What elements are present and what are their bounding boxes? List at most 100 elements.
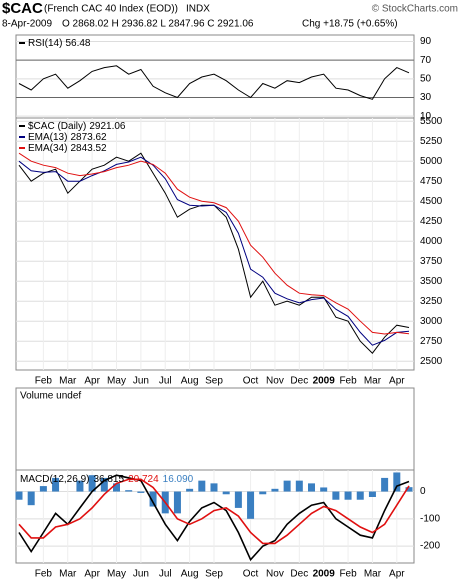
y-tick-label: 3750	[420, 256, 443, 267]
histogram-bar	[76, 480, 84, 492]
y-tick-label: 3250	[420, 296, 443, 307]
x-tick-label: Mar	[364, 376, 382, 387]
histogram-bar	[259, 491, 267, 495]
legend-name: EMA(34)	[28, 143, 67, 154]
change: Chg +18.75 (+0.65%)	[302, 19, 398, 30]
line-series	[18, 65, 410, 100]
x-tick-label: Feb	[35, 569, 53, 580]
histogram-bar	[137, 491, 145, 493]
y-tick-label: 4750	[420, 176, 443, 187]
histogram-bar	[405, 487, 413, 492]
histogram-bar	[344, 491, 352, 500]
legend-entry: RSI(14) 56.48	[28, 38, 91, 49]
legend: MACD(12,26,9) 36.815 20.724 16.090	[20, 474, 194, 485]
x-tick-label: May	[107, 569, 126, 580]
x-tick-label: Nov	[266, 569, 284, 580]
legend-value: 20.724	[128, 474, 159, 485]
legend-value: 56.48	[65, 38, 90, 49]
histogram-bar	[125, 490, 133, 492]
quote: O 2868.02 H 2936.82 L 2847.96 C 2921.06	[62, 19, 254, 30]
x-tick-label: Jul	[159, 376, 172, 387]
y-tick-label: 10	[420, 111, 432, 122]
histogram-bar	[308, 483, 315, 492]
x-tick-label: Dec	[290, 569, 308, 580]
histogram-bar	[113, 483, 120, 492]
x-tick-label: Jul	[159, 569, 172, 580]
x-tick-label: May	[107, 376, 126, 387]
histogram-bar	[149, 491, 157, 507]
y-tick-label: -200	[420, 541, 440, 552]
legend-entry: EMA(34) 2843.52	[28, 143, 107, 154]
histogram-bar	[39, 486, 47, 492]
x-tick-label: Nov	[266, 376, 284, 387]
histogram-bar	[100, 477, 108, 492]
x-tick-label: Apr	[389, 569, 405, 580]
x-tick-label: Dec	[290, 376, 308, 387]
legend-value: 2873.62	[70, 132, 107, 143]
y-tick-label: -100	[420, 513, 440, 524]
x-tick-label: Jun	[133, 376, 149, 387]
histogram-bar	[247, 491, 255, 519]
x-tick-label: Feb	[339, 569, 357, 580]
y-tick-label: 5500	[420, 116, 443, 127]
legend-value: 16.090	[163, 474, 194, 485]
histogram-bar	[283, 480, 291, 492]
histogram-bar	[368, 491, 376, 497]
histogram-bar	[52, 477, 60, 492]
x-tick-label: Oct	[243, 376, 259, 387]
y-tick-label: 30	[420, 92, 432, 103]
histogram-bar	[295, 480, 303, 492]
histogram-bar	[27, 491, 35, 506]
x-tick-label: Apr	[389, 376, 405, 387]
exchange: INDX	[186, 4, 210, 15]
line-series	[18, 156, 410, 346]
panel	[15, 469, 415, 564]
histogram-bar	[210, 483, 218, 492]
x-tick-label: Sep	[205, 569, 223, 580]
panel-title: Volume undef	[20, 391, 81, 402]
y-tick-label: 5000	[420, 156, 443, 167]
histogram-bar	[271, 488, 279, 492]
histogram-bar	[186, 488, 194, 492]
histogram-bar	[393, 472, 401, 492]
line-series	[18, 478, 410, 545]
y-tick-label: 2750	[420, 336, 443, 347]
legend-name: $CAC (Daily)	[28, 121, 86, 132]
x-tick-label: Aug	[181, 376, 199, 387]
legend-title: MACD(12,26,9)	[20, 474, 89, 485]
y-tick-label: 3000	[420, 316, 443, 327]
legend-entry: $CAC (Daily) 2921.06	[28, 121, 126, 132]
x-tick-label: Feb	[35, 376, 53, 387]
symbol: $CAC	[2, 0, 43, 17]
histogram-bar	[198, 480, 206, 492]
y-tick-label: 4250	[420, 216, 443, 227]
histogram-bar	[15, 491, 23, 500]
line-series	[18, 474, 410, 562]
histogram-bar	[88, 475, 96, 492]
x-tick-label: Jun	[133, 569, 149, 580]
legend-name: EMA(13)	[28, 132, 67, 143]
x-tick-label: Mar	[364, 569, 382, 580]
histogram-bar	[320, 487, 328, 492]
x-tick-label: Mar	[59, 376, 77, 387]
x-tick-label: Mar	[59, 569, 77, 580]
x-tick-label: Aug	[181, 569, 199, 580]
x-tick-label: Feb	[339, 376, 357, 387]
x-tick-label: Oct	[243, 569, 259, 580]
y-tick-label: 2500	[420, 356, 443, 367]
legend-value: 2921.06	[89, 121, 126, 132]
y-tick-label: 0	[420, 486, 426, 497]
histogram-bar	[234, 491, 242, 508]
y-tick-label: 70	[420, 55, 432, 66]
legend-name: RSI(14)	[28, 38, 62, 49]
legend-value: 36.815	[93, 474, 124, 485]
y-tick-label: 4500	[420, 196, 443, 207]
date: 8-Apr-2009	[2, 19, 52, 30]
panel	[15, 117, 415, 371]
y-tick-label: 50	[420, 73, 432, 84]
x-tick-label: 2009	[313, 569, 336, 580]
histogram-bar	[332, 491, 340, 500]
y-tick-label: 3500	[420, 276, 443, 287]
x-tick-label: Apr	[84, 569, 100, 580]
